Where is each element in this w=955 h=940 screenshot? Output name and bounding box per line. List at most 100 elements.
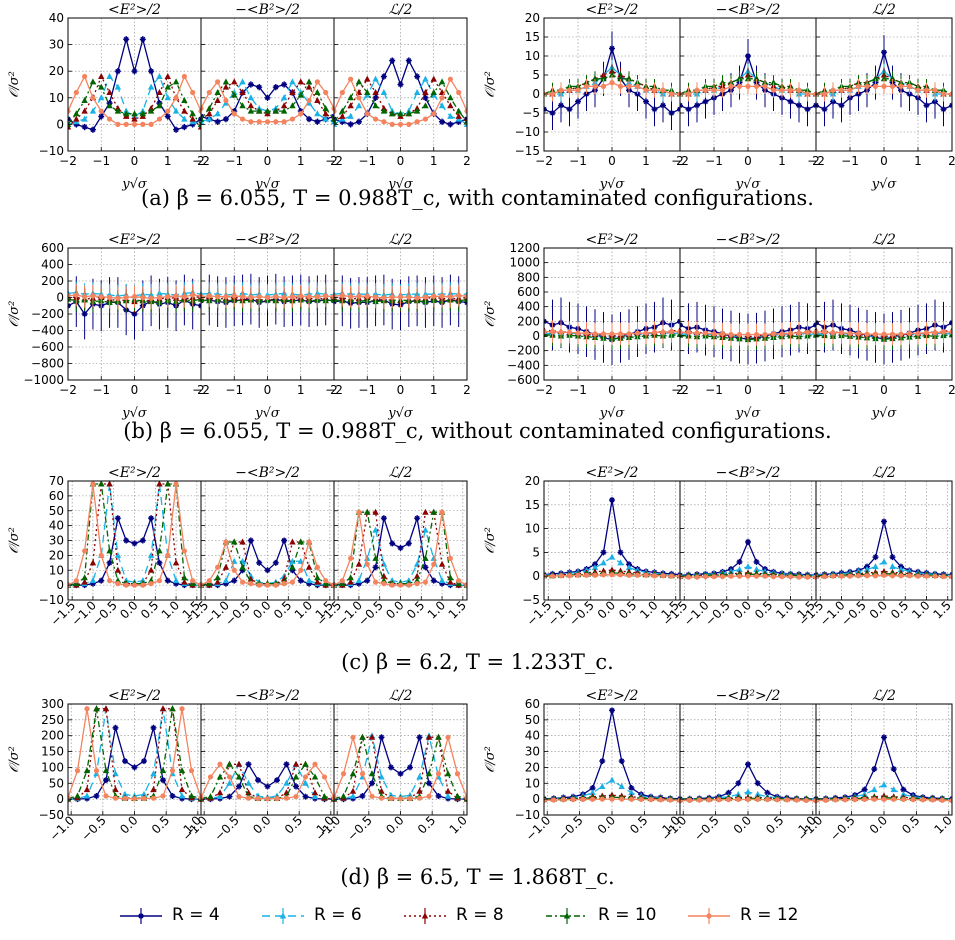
x-tick-label: 2 (676, 383, 684, 397)
data-marker (378, 795, 385, 801)
data-marker (847, 330, 853, 337)
data-marker (940, 574, 947, 580)
data-marker (609, 497, 615, 504)
data-marker (660, 102, 666, 109)
x-tick-label: 0.0 (867, 598, 890, 621)
data-marker (173, 580, 180, 587)
data-marker (618, 758, 625, 765)
data-marker (256, 294, 262, 300)
data-marker (314, 96, 321, 103)
data-marker (93, 768, 100, 774)
series-group (201, 273, 334, 328)
data-marker (745, 53, 751, 59)
data-marker (464, 293, 467, 299)
data-marker (609, 796, 615, 802)
y-tick-label: −5 (522, 593, 540, 607)
panel-title: −<B²>/2 (716, 465, 781, 481)
data-marker (438, 78, 446, 85)
data-marker (900, 796, 907, 803)
data-marker (438, 102, 446, 109)
panel-title: <E²>/2 (108, 465, 161, 481)
data-marker (906, 330, 913, 337)
data-marker (932, 87, 938, 93)
data-marker (753, 566, 760, 573)
x-tick-label: −0.5 (78, 813, 109, 844)
data-marker (81, 574, 88, 581)
x-tick-label: 1 (914, 154, 922, 168)
data-marker (181, 107, 188, 114)
x-tick-label: 0.0 (383, 598, 406, 621)
data-marker (838, 330, 845, 336)
data-marker (660, 329, 666, 335)
data-marker (347, 102, 354, 109)
data-marker (405, 57, 412, 64)
data-marker (439, 509, 445, 515)
x-axis-label: y√σ (254, 177, 281, 192)
data-marker (725, 797, 732, 803)
data-marker (863, 566, 871, 573)
panel-title: −<B²>/2 (716, 232, 781, 248)
data-marker (439, 293, 445, 299)
x-axis-label: y√σ (599, 177, 626, 192)
data-marker (98, 83, 105, 90)
data-marker (156, 116, 163, 122)
data-marker (283, 795, 290, 801)
data-marker (422, 579, 429, 585)
data-marker (73, 121, 80, 128)
data-marker (172, 559, 180, 566)
data-marker (115, 581, 121, 587)
data-marker (685, 329, 692, 335)
data-marker (330, 115, 334, 122)
data-marker (889, 75, 896, 82)
data-marker (81, 96, 88, 103)
x-tick-label: −2 (535, 383, 553, 397)
data-marker (414, 515, 421, 522)
data-marker (339, 89, 345, 96)
subplot-b-left-2 (200, 247, 335, 381)
data-marker (728, 331, 734, 338)
data-marker (657, 797, 664, 803)
data-marker (626, 83, 632, 89)
x-tick-label: 0.0 (250, 813, 273, 836)
data-marker (140, 294, 146, 301)
data-marker (289, 563, 296, 570)
data-marker (406, 582, 412, 588)
subplot-d-left-1 (67, 703, 202, 816)
data-marker (580, 796, 586, 803)
data-marker (364, 88, 371, 95)
data-marker (852, 797, 858, 803)
y-tick-label: 150 (41, 745, 64, 759)
x-tick-label: 0 (264, 154, 272, 168)
data-marker (456, 292, 462, 299)
data-marker (331, 582, 334, 588)
data-marker (435, 733, 442, 740)
subplot-a-right-1 (543, 17, 681, 152)
data-marker (464, 108, 467, 114)
data-marker (106, 73, 113, 80)
data-marker (314, 110, 321, 117)
data-marker (226, 774, 233, 780)
data-marker (247, 94, 255, 101)
data-marker (372, 564, 379, 571)
data-marker (103, 793, 109, 799)
data-marker (311, 773, 319, 780)
data-marker (575, 572, 581, 578)
data-marker (245, 789, 252, 796)
data-marker (832, 797, 839, 803)
y-tick-label: 0 (532, 329, 540, 343)
data-marker (592, 331, 598, 337)
data-marker (239, 538, 246, 545)
data-marker (634, 91, 641, 97)
data-marker (93, 705, 100, 712)
y-tick-label: 15 (525, 30, 540, 44)
data-marker (364, 561, 370, 567)
data-marker (340, 792, 347, 799)
data-marker (425, 733, 433, 740)
data-marker (289, 116, 296, 122)
data-marker (90, 293, 96, 299)
x-tick-label: −1 (569, 154, 587, 168)
data-marker (281, 81, 288, 88)
x-tick-label: −0.5 (89, 598, 120, 629)
data-marker (255, 107, 263, 114)
data-marker (372, 102, 379, 109)
